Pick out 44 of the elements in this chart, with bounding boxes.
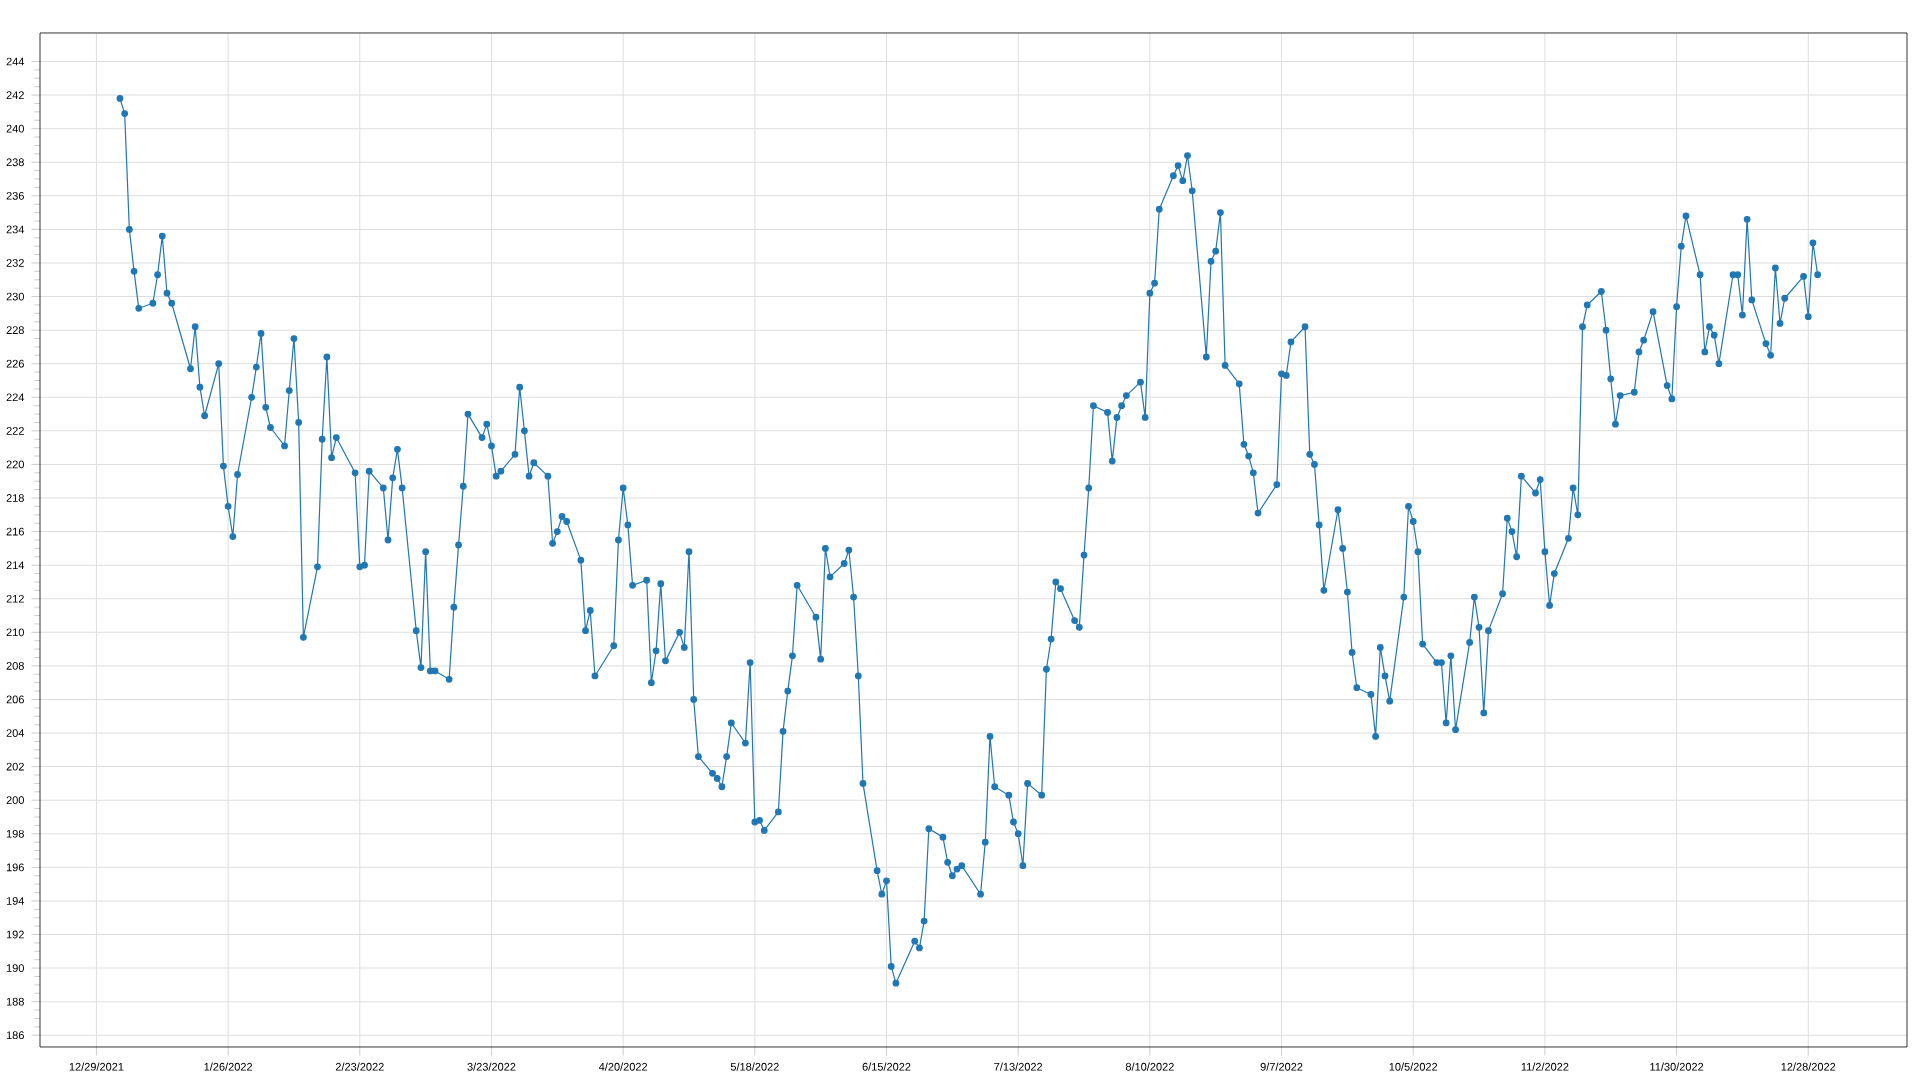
y-tick-label: 214: [6, 561, 25, 570]
y-tick-label: 210: [6, 628, 24, 637]
y-tick-label: 218: [6, 494, 24, 502]
y-tick-label: 204: [6, 729, 25, 737]
y-tick-label: 194: [6, 897, 25, 905]
y-tick-label: 198: [6, 829, 24, 838]
y-tick-label: 208: [6, 662, 24, 670]
x-tick-label: 11/2/2022: [1521, 1062, 1569, 1071]
y-tick-label: 196: [6, 863, 24, 872]
y-tick-label: 240: [6, 124, 24, 133]
y-tick-label: 190: [6, 964, 24, 972]
y-tick-label: 236: [6, 191, 24, 200]
x-tick-label: 9/7/2022: [1260, 1062, 1303, 1071]
y-tick-label: 186: [6, 1031, 24, 1040]
y-tick-label: 226: [6, 359, 24, 368]
y-tick-label: 192: [6, 930, 24, 939]
y-tick-label: 230: [6, 292, 24, 301]
y-tick-label: 232: [6, 259, 24, 267]
x-tick-label: 3/23/2022: [467, 1062, 516, 1071]
y-tick-label: 234: [6, 225, 25, 234]
x-tick-label: 2/23/2022: [335, 1062, 384, 1071]
x-tick-label: 10/5/2022: [1389, 1062, 1438, 1071]
y-tick-label: 212: [6, 594, 24, 603]
y-tick-label: 222: [6, 427, 24, 435]
y-tick-label: 244: [6, 57, 25, 66]
x-tick-label: 8/10/2022: [1125, 1062, 1174, 1071]
y-tick-label: 220: [6, 460, 24, 469]
y-tick-label: 206: [6, 695, 24, 704]
y-tick-label: 200: [6, 796, 24, 805]
y-tick-label: 228: [6, 326, 24, 335]
y-tick-label: 188: [6, 997, 24, 1006]
x-tick-label: 11/30/2022: [1650, 1062, 1704, 1071]
y-tick-label: 216: [6, 527, 24, 536]
y-tick-label: 238: [6, 158, 24, 167]
y-tick-label: 224: [6, 393, 25, 402]
x-tick-label: 4/20/2022: [598, 1062, 648, 1071]
x-tick-label: 5/18/2022: [730, 1062, 779, 1071]
x-tick-label: 6/15/2022: [862, 1062, 911, 1071]
y-tick-label: 242: [6, 91, 24, 99]
x-tick-label: 12/28/2022: [1781, 1062, 1836, 1071]
x-tick-label: 12/29/2021: [69, 1062, 124, 1071]
x-tick-label: 7/13/2022: [994, 1062, 1043, 1071]
x-tick-label: 1/26/2022: [204, 1062, 253, 1071]
y-tick-label: 202: [6, 762, 24, 771]
